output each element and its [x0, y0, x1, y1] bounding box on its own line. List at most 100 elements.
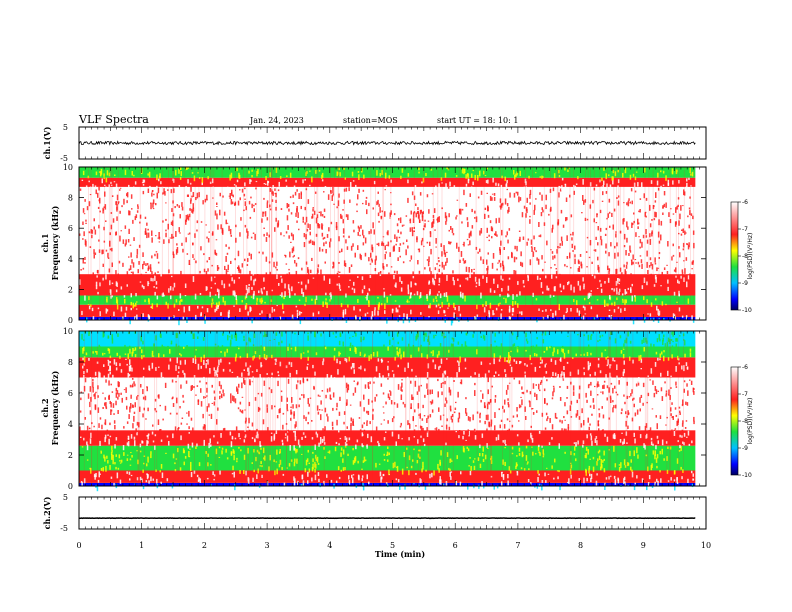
spectrogram-speck: [542, 316, 545, 322]
spectrogram-speck: [488, 239, 490, 242]
spectrogram-speck: [378, 463, 381, 465]
spectrogram-speck: [431, 389, 433, 394]
spectrogram-speck: [661, 301, 664, 306]
spectrogram-speck: [655, 276, 657, 283]
spectrogram-speck: [600, 186, 603, 191]
spectrogram-speck: [318, 211, 321, 213]
spectrogram-speck: [108, 348, 111, 354]
spectrogram-speck: [133, 186, 135, 190]
spectrogram-speck: [214, 276, 216, 278]
spectrogram-speck: [640, 259, 643, 264]
spectrogram-speck: [392, 337, 394, 341]
spectrogram-speck: [217, 407, 219, 411]
spectrogram-speck: [86, 441, 88, 445]
spectrogram-speck: [633, 450, 635, 457]
spectrogram-speck: [504, 399, 506, 405]
spectrogram-speck: [172, 287, 174, 291]
spectrogram-speck: [342, 449, 345, 455]
spectrogram-speck: [410, 255, 413, 260]
spectrogram-speck: [246, 288, 249, 295]
spectrogram-speck: [530, 482, 532, 485]
spectrogram-speck: [627, 410, 629, 416]
spectrogram-speck: [541, 333, 544, 336]
spectrogram-speck: [366, 312, 369, 314]
spectrogram-speck: [329, 278, 331, 284]
spectrogram-speck: [257, 406, 260, 412]
spectrogram-speck: [678, 220, 680, 226]
spectrogram-speck: [407, 179, 409, 184]
spectrogram-speck: [285, 179, 287, 182]
spectrogram-streak: [257, 331, 259, 486]
spectrogram-speck: [668, 340, 670, 343]
spectrogram-speck: [507, 404, 510, 408]
spectrogram-speck: [435, 296, 437, 299]
spectrogram-speck: [359, 351, 362, 356]
spectrogram-speck: [299, 319, 302, 325]
spectrogram-speck: [135, 293, 137, 297]
spectrogram-speck: [316, 273, 319, 279]
spectrogram-speck: [588, 468, 590, 474]
spectrogram-speck: [509, 364, 512, 367]
spectrogram-speck: [562, 224, 565, 228]
spectrogram-speck: [518, 230, 521, 232]
spectrogram-speck: [589, 473, 591, 477]
spectrogram-speck: [141, 440, 143, 444]
spectrogram-speck: [363, 422, 365, 425]
spectrogram-speck: [557, 246, 559, 249]
spectrogram-speck: [285, 423, 288, 425]
spectrogram-speck: [94, 371, 97, 376]
spectrogram-speck: [664, 381, 666, 384]
spectrogram-speck: [254, 438, 256, 442]
spectrogram-speck: [525, 207, 528, 212]
spectrogram-speck: [245, 342, 248, 346]
spectrogram-speck: [98, 171, 101, 173]
spectrogram-speck: [684, 230, 686, 235]
spectrogram-speck: [429, 241, 431, 246]
spectrogram-speck: [421, 215, 424, 222]
spectrogram-speck: [670, 208, 672, 210]
spectrogram-speck: [497, 183, 500, 187]
spectrogram-speck: [527, 479, 530, 483]
spectrogram-speck: [84, 256, 86, 260]
spectrogram-speck: [502, 260, 504, 266]
spectrogram-speck: [445, 400, 448, 404]
spectrogram-speck: [93, 394, 95, 397]
spectrogram-speck: [501, 229, 503, 236]
spectrogram-speck: [347, 385, 350, 391]
spectrogram-speck: [608, 174, 610, 177]
spectrogram-speck: [532, 451, 534, 456]
spectrogram-speck: [194, 293, 197, 300]
spectrogram-speck: [127, 435, 130, 438]
spectrogram-speck: [318, 442, 320, 447]
spectrogram-speck: [591, 413, 593, 416]
spectrogram-speck: [110, 181, 112, 184]
spectrogram-speck: [630, 273, 632, 279]
spectrogram-speck: [457, 391, 459, 398]
spectrogram-speck: [340, 213, 342, 219]
spectrogram-streak: [683, 167, 685, 320]
spectrogram-speck: [518, 447, 521, 452]
spectrogram-band: [79, 177, 696, 187]
spectrogram-speck: [129, 384, 132, 388]
spectrogram-speck: [372, 408, 374, 412]
spectrogram-speck: [310, 269, 312, 274]
spectrogram-speck: [623, 360, 625, 365]
spectrogram-speck: [402, 318, 405, 324]
spectrogram-speck: [185, 167, 187, 171]
spectrogram-speck: [507, 209, 509, 214]
spectrogram-speck: [570, 214, 573, 218]
spectrogram-streak: [375, 167, 376, 320]
spectrogram-speck: [693, 391, 695, 395]
spectrogram-speck: [636, 447, 638, 454]
spectrogram-speck: [632, 319, 635, 325]
spectrogram-speck: [645, 337, 647, 343]
spectrogram-speck: [366, 295, 368, 301]
spectrogram-speck: [693, 416, 695, 422]
spectrogram-speck: [136, 210, 139, 213]
spectrogram-speck: [325, 241, 327, 244]
spectrogram-speck: [234, 484, 236, 491]
spectrogram-speck: [466, 446, 468, 449]
spectrogram-speck: [437, 463, 439, 470]
spectrogram-speck: [157, 187, 160, 194]
spectrogram-speck: [109, 422, 111, 426]
